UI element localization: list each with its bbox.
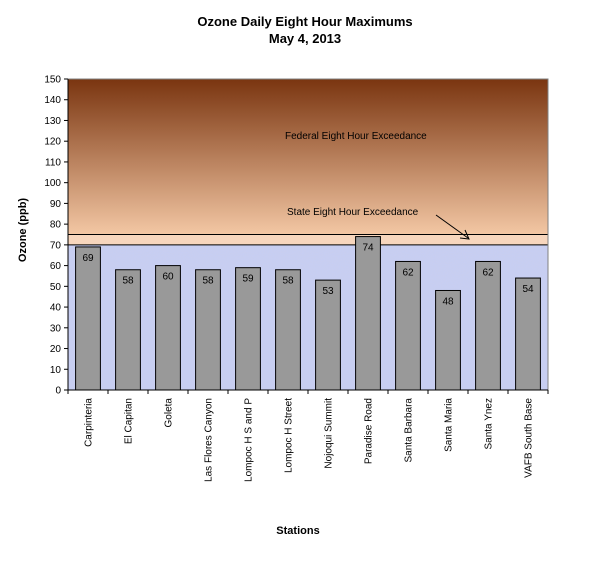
threshold-bands [67,78,549,391]
category-label: Santa Barbara [404,398,415,463]
category-label: Goleta [164,398,175,428]
y-tick-label: 110 [45,157,61,168]
x-axis: Carpinteria El Capitan Goleta Las Flores Ca… [67,389,549,482]
bar-value-label: 53 [322,286,334,297]
category-label: Lompoc H Street [284,398,295,473]
y-axis-title: Ozone (ppb) [17,198,29,262]
y-tick-label: 150 [44,75,61,86]
y-tick-label: 60 [50,261,62,272]
bar [435,289,461,391]
state-exceedance-band [68,234,548,245]
annotation-arrow-line [435,214,469,239]
state-exceedance-label: State Eight Hour Exceedance [287,207,419,218]
category-label: VAFB South Base [524,398,535,478]
bar [155,265,181,391]
bar-value-label: 60 [162,272,174,283]
bar-value-label: 54 [522,284,534,295]
category-label: Carpinteria [84,398,95,447]
y-tick-label: 90 [50,199,62,210]
federal-exceedance-label: Federal Eight Hour Exceedance [285,131,427,142]
y-tick-label: 20 [50,344,62,355]
normal-range-band [68,244,548,390]
bar-value-label: 74 [362,243,374,254]
bar-value-label: 62 [402,267,414,278]
bar-value-label: 69 [82,253,94,264]
bar [235,267,261,391]
category-label: Santa Ynez [484,398,495,450]
y-tick-label: 0 [55,386,61,397]
y-tick-label: 120 [44,137,61,148]
category-label: Paradise Road [364,398,375,464]
y-tick-label: 140 [44,95,61,106]
y-tick-label: 100 [44,178,61,189]
bar [115,269,141,391]
chart-title: Ozone Daily Eight Hour Maximums [197,14,412,29]
bar [395,260,421,391]
bar [275,269,301,391]
bar-value-label: 59 [242,274,254,285]
chart-subtitle: May 4, 2013 [269,31,341,46]
annotation-arrowhead [459,229,470,240]
category-label: Las Flores Canyon [204,398,215,482]
y-tick-label: 50 [50,282,62,293]
category-label: Lompoc H S and P [244,398,255,482]
bar-value-label: 48 [442,296,454,307]
y-tick-label: 10 [50,365,62,376]
bar [515,277,541,391]
bar-value-label: 58 [122,276,134,287]
bar [355,236,381,391]
bar [475,260,501,391]
category-label: El Capitan [124,398,135,444]
bars-group: 69 58 60 58 59 58 53 74 62 48 62 54 [75,236,541,391]
y-tick-label: 40 [50,303,62,314]
category-label: Nojoqui Summit [324,398,335,469]
y-tick-label: 70 [50,240,62,251]
bar [195,269,221,391]
bar [315,279,341,391]
y-tick-label: 80 [50,220,62,231]
x-axis-title: Stations [276,525,319,537]
y-tick-label: 130 [44,116,61,127]
y-axis: 0 10 20 30 40 50 60 70 80 90 100 110 120 130 140 150 [44,75,69,397]
bar-value-label: 58 [202,276,214,287]
category-label: Santa Maria [444,398,455,452]
bar-value-label: 58 [282,276,294,287]
bar [75,246,101,391]
y-tick-label: 30 [50,323,62,334]
federal-exceedance-band [68,79,548,235]
bar-value-label: 62 [482,267,494,278]
